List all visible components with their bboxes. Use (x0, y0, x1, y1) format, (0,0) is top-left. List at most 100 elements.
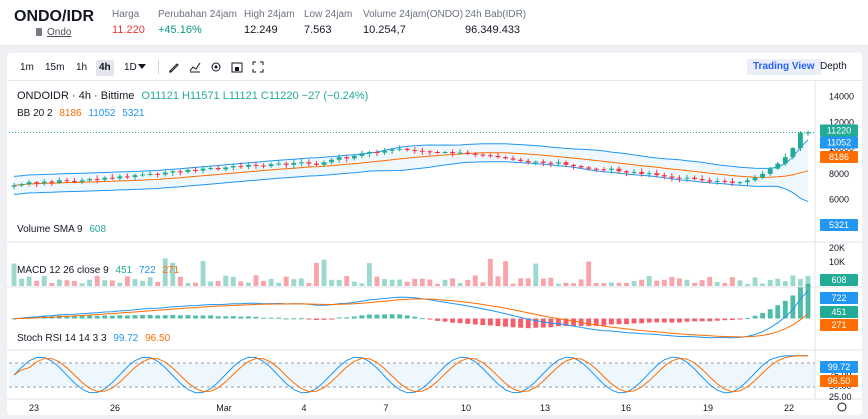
candle-body (518, 159, 524, 161)
coin-link[interactable]: Ondo (47, 27, 72, 38)
candle-body (283, 163, 289, 165)
candle-body (442, 152, 448, 153)
axis-tag-label-macd: 722 (831, 293, 846, 303)
candle-body (19, 184, 24, 186)
stat-label: Low 24jam (304, 9, 353, 20)
macd-hist-bar (677, 318, 682, 323)
macd-signal-value: 722 (138, 265, 156, 276)
snapshot-icon[interactable] (231, 61, 243, 73)
stoch-legend: Stoch RSI 14 14 3 3 99.72 96.50 (17, 333, 170, 344)
candle-body (714, 180, 720, 182)
settings-icon[interactable] (210, 61, 222, 73)
stoch-band (9, 363, 815, 387)
stat-4: Volume 24jam(ONDO) 10.254,7 (363, 9, 463, 36)
candle-body (495, 155, 501, 158)
volume-bar (669, 276, 675, 286)
candle-body (208, 168, 214, 170)
volume-bar (276, 282, 282, 286)
candle-body (540, 161, 546, 163)
candle-body (329, 159, 335, 163)
depth-button[interactable]: Depth (820, 61, 847, 72)
stat-value: +45.16% (158, 24, 202, 36)
volume-bar (639, 279, 645, 286)
macd-legend: MACD 12 26 close 9 451 722 271 (17, 265, 179, 276)
candle-body (775, 163, 781, 169)
macd-hist-bar (571, 318, 577, 326)
volume-bar (19, 278, 24, 286)
macd-hist-bar (503, 318, 508, 327)
candle-body (397, 148, 403, 150)
candle-body (798, 132, 803, 149)
time-axis-label: 4 (301, 403, 306, 413)
price-axis-label: 8000 (829, 169, 849, 179)
axis-tag-label-d: 96.50 (828, 376, 851, 386)
timeframe-4h[interactable]: 4h (96, 60, 114, 76)
candle-body (170, 171, 176, 173)
volume-bar (495, 276, 501, 286)
timeframe-1D[interactable]: 1D (124, 62, 137, 73)
candle-body (457, 152, 463, 154)
macd-hist-bar (245, 316, 251, 319)
candle-body (578, 166, 584, 168)
macd-hist-bar (374, 314, 380, 319)
candle-body (480, 154, 486, 156)
volume-bar (306, 283, 312, 286)
volume-bar (767, 279, 773, 286)
volume-bar (117, 282, 123, 286)
price-axis-label: 12000 (829, 117, 854, 127)
volume-bar (624, 282, 629, 286)
volume-bar (140, 280, 145, 286)
candle-body (124, 176, 130, 178)
candle-body (245, 164, 251, 167)
candle-body (669, 176, 675, 178)
time-axis-label: 26 (110, 403, 120, 413)
price-chart[interactable]: 14000120001000080006000400020K10K75.0050… (7, 81, 862, 415)
axis-tag-label-bb_mid: 8186 (829, 152, 849, 162)
indicator-icon[interactable] (189, 61, 201, 73)
timeframe-1m[interactable]: 1m (20, 62, 34, 73)
stoch-axis-label: 25.00 (829, 392, 852, 402)
candle-body (624, 171, 629, 173)
bb-mid-value: 8186 (59, 108, 82, 119)
timeframe-1h[interactable]: 1h (76, 62, 88, 73)
stat-2: High 24jam 12.249 (244, 9, 295, 36)
macd-hist-bar (382, 314, 387, 319)
macd-hist-bar (775, 305, 781, 319)
candle-body (87, 179, 93, 181)
candle-body (472, 153, 478, 155)
volume-bar (230, 276, 236, 286)
volume-bar (238, 281, 244, 286)
volume-bar (510, 283, 516, 286)
volume-legend: Volume SMA 9 608 (17, 224, 106, 235)
trading-view-button[interactable]: Trading View (747, 59, 821, 75)
stoch-k-line (13, 355, 808, 394)
timeframe-15m[interactable]: 15m (45, 62, 65, 73)
chevron-down-icon[interactable] (138, 64, 146, 70)
volume-bar (745, 283, 750, 286)
macd-hist-bar (518, 318, 524, 328)
macd-hist-bar (298, 318, 304, 320)
axis-tag-label-bb_upper: 11052 (827, 137, 851, 147)
candle-body (374, 152, 380, 153)
macd-hist-bar (397, 314, 403, 319)
volume-bar (397, 279, 403, 286)
fullscreen-icon[interactable] (252, 61, 264, 73)
candle-body (117, 176, 123, 179)
draw-tool-icon[interactable] (168, 61, 180, 73)
stat-label: Harga (112, 9, 140, 20)
coin-icon (36, 28, 42, 36)
axis-tag-signal (820, 306, 858, 318)
volume-bar (79, 283, 85, 286)
macd-hist-bar (639, 318, 645, 324)
candle-body (94, 179, 100, 180)
macd-hist-bar (556, 318, 561, 327)
candle-body (639, 171, 645, 174)
macd-hist-bar (102, 315, 108, 319)
volume-bar (170, 262, 176, 286)
volume-bar (608, 282, 614, 286)
macd-hist-bar (654, 318, 660, 323)
macd-hist-bar (147, 314, 153, 319)
macd-hist-bar (109, 315, 115, 319)
macd-hist-bar (427, 318, 433, 320)
volume-bar (26, 276, 32, 286)
